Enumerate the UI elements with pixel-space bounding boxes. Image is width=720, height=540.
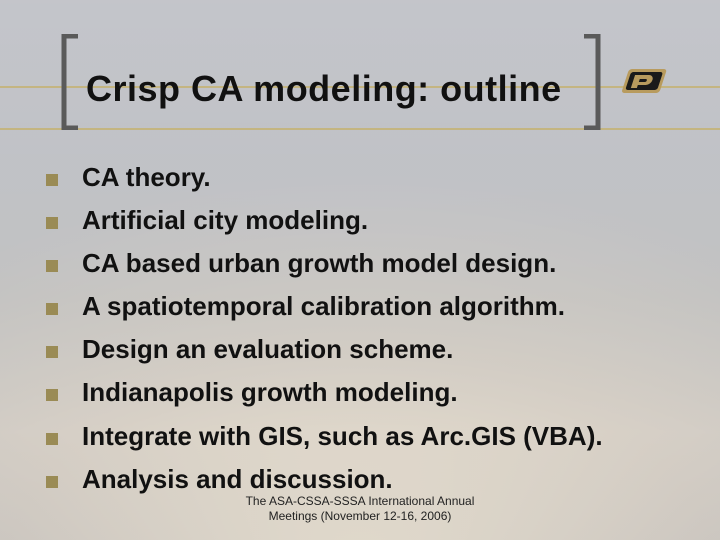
list-item-text: CA theory.: [82, 160, 211, 195]
list-item: A spatiotemporal calibration algorithm.: [46, 289, 690, 324]
bullet-icon: [46, 217, 58, 229]
bullet-icon: [46, 476, 58, 488]
list-item-text: Design an evaluation scheme.: [82, 332, 453, 367]
slide-title: Crisp CA modeling: outline: [86, 68, 562, 110]
list-item-text: Indianapolis growth modeling.: [82, 375, 458, 410]
list-item-text: Analysis and discussion.: [82, 462, 393, 497]
list-item: Design an evaluation scheme.: [46, 332, 690, 367]
list-item: Artificial city modeling.: [46, 203, 690, 238]
purdue-logo-icon: [616, 66, 672, 98]
title-region: Crisp CA modeling: outline: [60, 62, 682, 142]
bullet-icon: [46, 433, 58, 445]
outline-list: CA theory. Artificial city modeling. CA …: [46, 160, 690, 505]
list-item-text: CA based urban growth model design.: [82, 246, 556, 281]
list-item-text: Integrate with GIS, such as Arc.GIS (VBA…: [82, 419, 603, 454]
footer-line2: Meetings (November 12-16, 2006): [0, 509, 720, 524]
bullet-icon: [46, 303, 58, 315]
footer: The ASA-CSSA-SSSA International Annual M…: [0, 494, 720, 524]
list-item-text: A spatiotemporal calibration algorithm.: [82, 289, 565, 324]
list-item: CA based urban growth model design.: [46, 246, 690, 281]
bullet-icon: [46, 346, 58, 358]
list-item: Indianapolis growth modeling.: [46, 375, 690, 410]
bullet-icon: [46, 174, 58, 186]
bullet-icon: [46, 389, 58, 401]
footer-line1: The ASA-CSSA-SSSA International Annual: [0, 494, 720, 509]
bracket-right-icon: [582, 34, 602, 130]
list-item: Analysis and discussion.: [46, 462, 690, 497]
list-item: Integrate with GIS, such as Arc.GIS (VBA…: [46, 419, 690, 454]
bracket-left-icon: [60, 34, 80, 130]
list-item-text: Artificial city modeling.: [82, 203, 368, 238]
bullet-icon: [46, 260, 58, 272]
list-item: CA theory.: [46, 160, 690, 195]
